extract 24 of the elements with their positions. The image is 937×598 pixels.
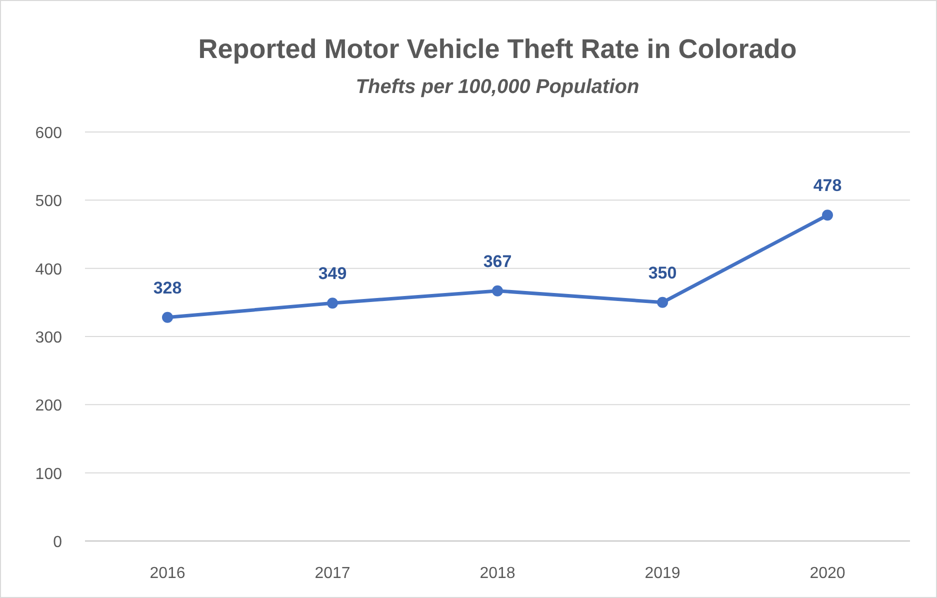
x-tick-label: 2020	[810, 565, 846, 582]
data-label: 328	[153, 278, 182, 298]
y-tick-label: 200	[35, 398, 62, 415]
y-tick-label: 500	[35, 193, 62, 210]
x-tick-label: 2019	[644, 565, 680, 582]
chart-subtitle: Thefts per 100,000 Population	[356, 76, 640, 98]
point	[327, 298, 338, 309]
data-label: 478	[813, 176, 842, 196]
y-tick-label: 600	[35, 125, 62, 142]
x-tick-label: 2017	[314, 565, 350, 582]
data-label: 350	[648, 263, 677, 282]
y-tick-label: 300	[35, 330, 62, 346]
data-label: 349	[318, 264, 347, 284]
point	[492, 285, 503, 296]
x-tick-label: 2018	[480, 565, 516, 582]
chart-title: Reported Motor Vehicle Theft Rate in Colorado	[198, 34, 797, 64]
point	[162, 312, 173, 323]
x-tick-label: 2016	[150, 565, 186, 582]
y-tick-label: 400	[35, 261, 62, 278]
point	[657, 296, 668, 308]
y-tick-label: 100	[35, 466, 62, 483]
data-label: 367	[483, 252, 512, 271]
point	[822, 210, 833, 221]
y-tick-label: 0	[53, 534, 62, 551]
